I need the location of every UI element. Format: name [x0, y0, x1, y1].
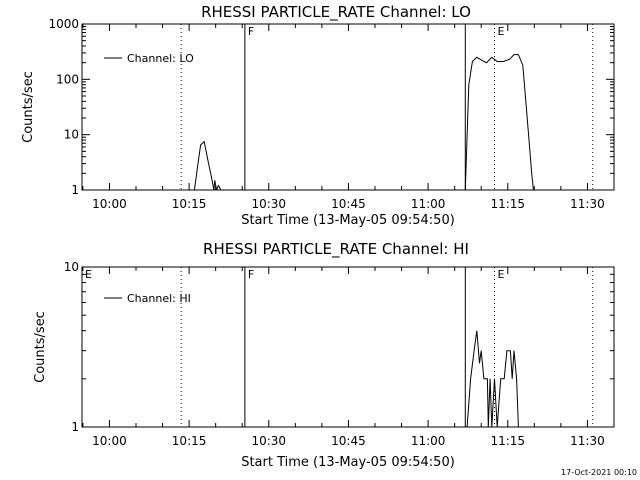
hi-marker-label: F: [248, 268, 254, 281]
hi-channel-panel: RHESSI PARTICLE_RATE Channel: HI Start T…: [33, 240, 615, 470]
hi-x-tick-label: 11:00: [411, 434, 446, 448]
footer-timestamp: 17-Oct-2021 00:10: [561, 468, 637, 477]
hi-x-tick-label: 10:45: [331, 434, 366, 448]
lo-legend-label: Channel: LO: [127, 52, 194, 65]
hi-marker-label: E: [497, 268, 504, 281]
lo-channel-panel: RHESSI PARTICLE_RATE Channel: LO Start T…: [21, 3, 615, 228]
lo-x-axis-label: Start Time (13-May-05 09:54:50): [241, 213, 455, 228]
hi-legend-label: Channel: HI: [127, 292, 191, 305]
lo-y-tick-label: 100: [56, 72, 79, 86]
lo-x-tick-label: 10:15: [172, 197, 207, 211]
hi-x-axis-label: Start Time (13-May-05 09:54:50): [241, 455, 455, 470]
lo-y-tick-label: 1: [71, 183, 79, 197]
hi-x-tick-label: 11:30: [570, 434, 605, 448]
hi-x-tick-label: 10:30: [251, 434, 286, 448]
lo-x-tick-label: 10:30: [251, 197, 286, 211]
hi-marker-label: E: [85, 268, 92, 281]
hi-x-tick-label: 10:00: [92, 434, 127, 448]
lo-x-tick-label: 10:45: [331, 197, 366, 211]
lo-series-line: [193, 54, 534, 190]
hi-y-axis-label: Counts/sec: [33, 311, 48, 383]
lo-x-tick-label: 11:00: [411, 197, 446, 211]
hi-series-line: [466, 330, 519, 427]
lo-y-tick-label: 10: [64, 128, 79, 142]
lo-chart-title: RHESSI PARTICLE_RATE Channel: LO: [201, 3, 471, 22]
lo-marker-label: F: [248, 25, 254, 38]
lo-x-tick-label: 10:00: [92, 197, 127, 211]
lo-x-tick-label: 11:30: [570, 197, 605, 211]
lo-y-tick-label: 1000: [48, 17, 79, 31]
hi-y-tick-label: 1: [71, 420, 79, 434]
lo-x-tick-label: 11:15: [490, 197, 525, 211]
hi-x-tick-label: 11:15: [490, 434, 525, 448]
lo-y-axis-label: Counts/sec: [21, 71, 36, 143]
hi-x-tick-label: 10:15: [172, 434, 207, 448]
hi-y-tick-label: 10: [64, 260, 79, 274]
hi-chart-title: RHESSI PARTICLE_RATE Channel: HI: [203, 240, 469, 259]
lo-marker-label: E: [497, 25, 504, 38]
